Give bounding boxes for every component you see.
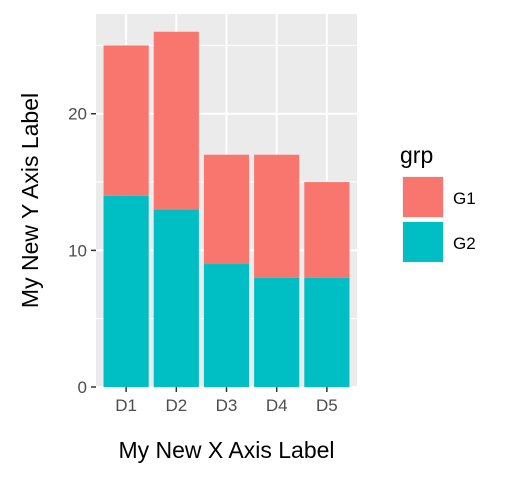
y-tick-label: 20 [68, 105, 87, 124]
legend-title: grp [400, 142, 433, 168]
y-tick-label: 0 [78, 378, 87, 397]
legend-items: G1 G2 [402, 176, 476, 263]
bar-g1-d5 [304, 182, 350, 278]
x-tick-label: D5 [316, 396, 338, 415]
x-axis-title: My New X Axis Label [118, 437, 334, 463]
bar-g2-d2 [153, 209, 199, 387]
axes: 0 10 20 D1 D2 D3 D4 D5 [68, 105, 338, 415]
bar-g2-d4 [254, 277, 300, 387]
legend-key-g1 [403, 177, 443, 217]
bar-g1-d4 [254, 154, 300, 278]
bar-g1-d2 [153, 31, 199, 210]
x-tick-label: D3 [216, 396, 238, 415]
legend-key-g2 [403, 222, 443, 262]
legend-label-g2: G2 [453, 234, 476, 253]
x-tick-label: D4 [266, 396, 288, 415]
y-tick-label: 10 [68, 241, 87, 260]
x-tick-label: D1 [115, 396, 137, 415]
bar-g2-d3 [203, 264, 250, 387]
x-tick-label: D2 [165, 396, 187, 415]
bar-g2-d5 [304, 277, 350, 387]
bar-g1-d3 [203, 154, 250, 265]
legend: grp G1 G2 [400, 142, 476, 263]
bars [103, 31, 350, 387]
bar-g1-d1 [103, 45, 149, 196]
bar-g2-d1 [103, 195, 149, 387]
legend-label-g1: G1 [453, 189, 476, 208]
y-axis-title: My New Y Axis Label [17, 93, 43, 308]
